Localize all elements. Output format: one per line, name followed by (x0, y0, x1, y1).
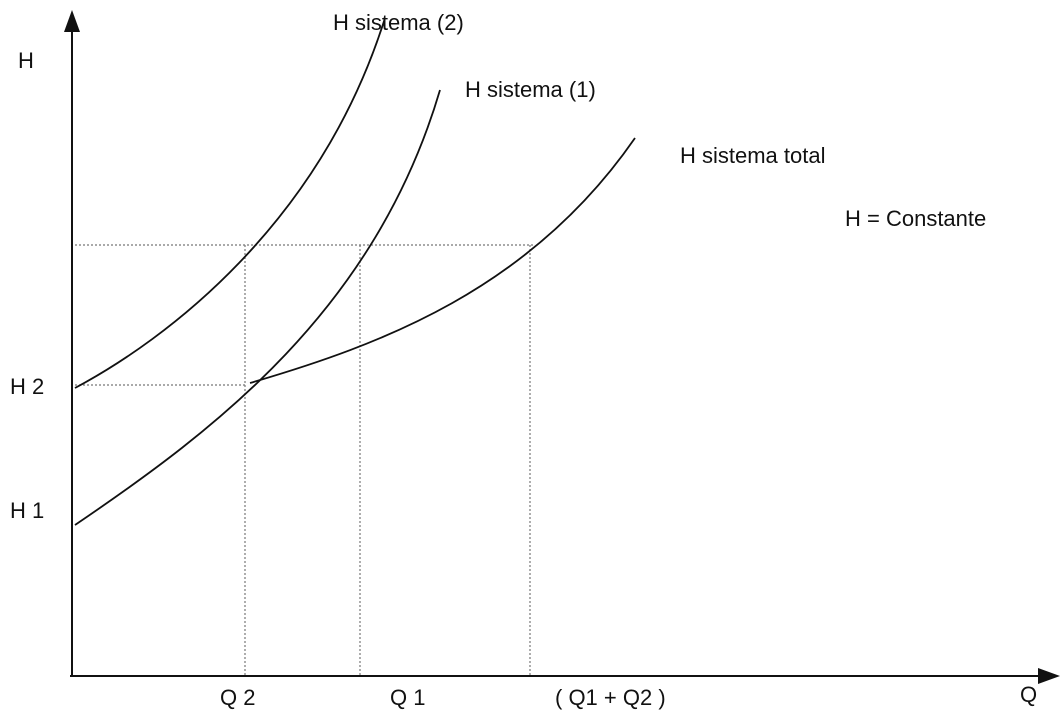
x-axis-arrow (1038, 668, 1060, 684)
y-tick-label: H 2 (10, 374, 44, 399)
x-tick-label: Q 2 (220, 685, 255, 710)
annotation: H = Constante (845, 206, 986, 231)
curve-label: H sistema total (680, 143, 826, 168)
curve-sistema-1 (74, 89, 441, 526)
curve-sistema-2 (74, 17, 386, 389)
curve-label: H sistema (1) (465, 77, 596, 102)
curve-sistema-total (249, 137, 636, 384)
x-tick-label: Q 1 (390, 685, 425, 710)
x-axis-label: Q (1020, 682, 1037, 707)
curve-label: H sistema (2) (333, 10, 464, 35)
y-axis-arrow (64, 10, 80, 32)
y-tick-label: H 1 (10, 498, 44, 523)
x-tick-label: ( Q1 + Q2 ) (555, 685, 666, 710)
y-axis-label: H (18, 48, 34, 73)
